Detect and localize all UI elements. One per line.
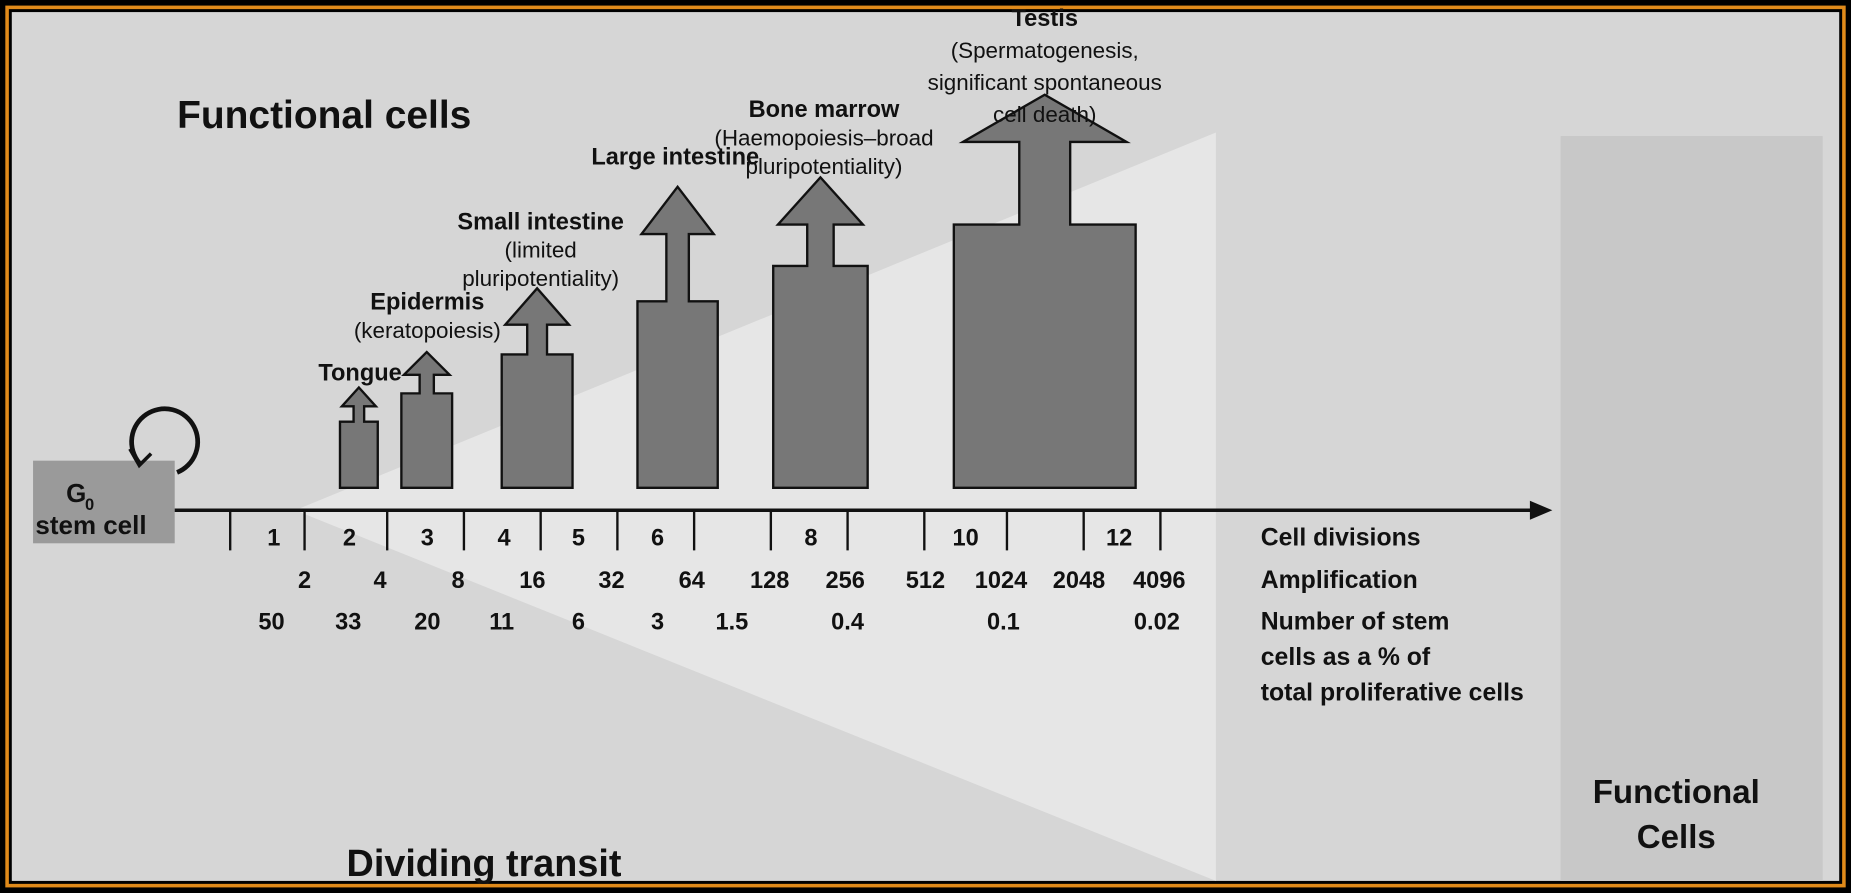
row-value: 2 bbox=[298, 568, 311, 594]
row-value: 12 bbox=[1106, 526, 1132, 552]
tissue-label: Bone marrow bbox=[749, 97, 900, 123]
tissue-arrow bbox=[636, 184, 719, 489]
row-value: 1 bbox=[267, 526, 280, 552]
row-value: 0.02 bbox=[1134, 609, 1180, 635]
row-value: 8 bbox=[804, 526, 817, 552]
row-value: 64 bbox=[679, 568, 705, 594]
tissue-label: Small intestine bbox=[457, 209, 624, 235]
row-value: 8 bbox=[451, 568, 464, 594]
tissue-arrow bbox=[400, 350, 454, 489]
row-value: 1024 bbox=[975, 568, 1027, 594]
right-label: Cells bbox=[1637, 819, 1716, 856]
tissue-label: (Haemopoiesis–broad bbox=[714, 125, 933, 150]
tissue-label: Large intestine bbox=[591, 144, 759, 170]
tissue-arrow bbox=[338, 385, 379, 489]
loop-arrowhead bbox=[128, 447, 153, 469]
functional-panel bbox=[1560, 136, 1823, 881]
row-value: 16 bbox=[519, 568, 545, 594]
stem-subscript: 0 bbox=[85, 495, 94, 514]
row-value: 128 bbox=[750, 568, 789, 594]
row-value: 2048 bbox=[1053, 568, 1106, 594]
row-value: 4096 bbox=[1133, 568, 1186, 594]
tissue-label: (Spermatogenesis, bbox=[951, 38, 1139, 63]
tissue-label: Epidermis bbox=[370, 290, 484, 316]
row-label: cells as a % of bbox=[1261, 644, 1431, 671]
tissue-label: Tongue bbox=[318, 360, 401, 386]
row-value: 10 bbox=[953, 526, 979, 552]
tissue-label: cell death) bbox=[993, 102, 1096, 127]
row-value: 6 bbox=[572, 609, 585, 635]
row-value: 4 bbox=[498, 526, 511, 552]
stem-cell-box bbox=[33, 460, 175, 544]
title: Functional cells bbox=[177, 94, 471, 137]
row-label: Amplification bbox=[1261, 567, 1418, 594]
tissue-arrow bbox=[952, 93, 1137, 489]
stem-symbol: G bbox=[66, 478, 86, 508]
tissue-label: Testis bbox=[1012, 6, 1078, 32]
row-value: 11 bbox=[489, 609, 514, 635]
right-label: Functional bbox=[1593, 774, 1760, 811]
row-value: 2 bbox=[343, 526, 356, 552]
row-value: 5 bbox=[572, 526, 585, 552]
row-label: total proliferative cells bbox=[1261, 679, 1524, 706]
row-value: 50 bbox=[258, 609, 284, 635]
stem-label: stem cell bbox=[35, 510, 146, 540]
row-value: 0.1 bbox=[987, 609, 1020, 635]
tissue-label: pluripotentiality) bbox=[462, 266, 619, 291]
self-renewal-loop bbox=[129, 406, 201, 475]
row-value: 3 bbox=[421, 526, 434, 552]
bottom-label: Dividing transit bbox=[347, 843, 622, 885]
tissue-label: (limited bbox=[505, 238, 577, 263]
tissue-arrow bbox=[772, 175, 869, 489]
row-label: Number of stem bbox=[1261, 608, 1450, 635]
tissue-label: significant spontaneous bbox=[928, 70, 1162, 95]
axis-arrowhead bbox=[1529, 500, 1553, 520]
tissue-label: pluripotentiality) bbox=[746, 154, 903, 179]
border bbox=[5, 5, 1846, 888]
row-value: 1.5 bbox=[715, 609, 748, 635]
row-value: 256 bbox=[826, 568, 865, 594]
tissue-arrow bbox=[500, 286, 574, 489]
row-value: 3 bbox=[651, 609, 664, 635]
row-value: 32 bbox=[598, 568, 624, 594]
row-value: 0.4 bbox=[831, 609, 864, 635]
row-label: Cell divisions bbox=[1261, 525, 1421, 552]
row-value: 4 bbox=[374, 568, 387, 594]
row-value: 6 bbox=[651, 526, 664, 552]
tissue-label: (keratopoiesis) bbox=[354, 318, 501, 343]
row-value: 512 bbox=[906, 568, 945, 594]
row-value: 20 bbox=[414, 609, 440, 635]
row-value: 33 bbox=[335, 609, 361, 635]
